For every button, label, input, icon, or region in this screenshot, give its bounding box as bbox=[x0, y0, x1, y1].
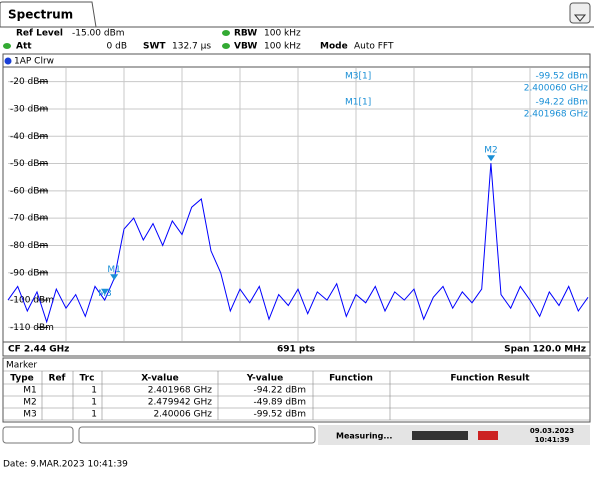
cell-y-value: -94.22 dBm bbox=[253, 386, 306, 396]
span: Span 120.0 MHz bbox=[504, 345, 586, 355]
y-tick-label: -50 dBm bbox=[10, 159, 48, 169]
ref-level: -15.00 dBm bbox=[72, 29, 125, 39]
date-line: Date: 9.MAR.2023 10:41:39 bbox=[3, 460, 128, 470]
marker-label: M3 bbox=[98, 289, 112, 299]
vbw-label: VBW bbox=[234, 42, 257, 52]
plot-frame bbox=[2, 53, 591, 357]
column-header: X-value bbox=[141, 374, 178, 384]
marker bbox=[487, 155, 496, 162]
rbw-indicator bbox=[222, 30, 230, 36]
readout-level: -99.52 dBm bbox=[535, 72, 588, 82]
vbw: 100 kHz bbox=[264, 42, 301, 52]
plot: -20 dBm -30 dBm -40 dBm -50 dBm -60 dBm -70 d… bbox=[7, 68, 589, 341]
center-frequency: CF 2.44 GHz bbox=[8, 345, 69, 355]
marker bbox=[110, 274, 119, 281]
y-tick-label: -70 dBm bbox=[10, 214, 48, 224]
y-tick-label: -90 dBm bbox=[10, 268, 48, 278]
trace bbox=[7, 163, 589, 324]
att: 0 dB bbox=[107, 42, 127, 52]
points: 691 pts bbox=[277, 345, 315, 355]
y-tick-label: -30 dBm bbox=[10, 104, 48, 114]
cell-type: M1 bbox=[23, 386, 37, 396]
y-tick-label: -80 dBm bbox=[10, 241, 48, 251]
att-indicator bbox=[3, 43, 11, 49]
menu-button[interactable] bbox=[569, 2, 591, 24]
cell-trace: 1 bbox=[91, 398, 97, 408]
y-tick-label: -60 dBm bbox=[10, 186, 48, 196]
att-label: Att bbox=[16, 42, 32, 52]
cell-x-value: 2.479942 GHz bbox=[148, 398, 213, 408]
trace-label: 1AP Clrw bbox=[14, 57, 54, 67]
cell-trace: 1 bbox=[91, 410, 97, 420]
vbw-indicator bbox=[222, 43, 230, 49]
readout-freq: 2.400060 GHz bbox=[524, 84, 589, 94]
swt-label: SWT bbox=[143, 42, 166, 52]
readout-marker: M3[1] bbox=[345, 72, 371, 82]
cell-trace: 1 bbox=[91, 386, 97, 396]
column-header: Function bbox=[329, 374, 373, 384]
readout-freq: 2.401968 GHz bbox=[524, 110, 589, 120]
column-header: Type bbox=[10, 374, 33, 384]
ref-level-label: Ref Level bbox=[16, 29, 63, 39]
marker-label: M1 bbox=[107, 265, 121, 275]
cell-type: M3 bbox=[23, 410, 37, 420]
column-header: Y-value bbox=[246, 374, 283, 384]
status-field bbox=[2, 426, 74, 444]
status-date: 09.03.2023 bbox=[530, 427, 574, 435]
marker-label: M2 bbox=[484, 146, 498, 156]
status-field bbox=[78, 426, 316, 444]
readout-level: -94.22 dBm bbox=[535, 98, 588, 108]
status-icon bbox=[478, 431, 498, 440]
cell-x-value: 2.401968 GHz bbox=[148, 386, 213, 396]
cell-type: M2 bbox=[23, 398, 37, 408]
column-header: Ref bbox=[49, 374, 66, 384]
progress-bar bbox=[412, 431, 468, 440]
cell-y-value: -99.52 dBm bbox=[253, 410, 306, 420]
y-tick-label: -110 dBm bbox=[10, 323, 54, 333]
rbw: 100 kHz bbox=[264, 29, 301, 39]
cell-y-value: -49.89 dBm bbox=[253, 398, 306, 408]
status-time: 10:41:39 bbox=[535, 436, 570, 444]
table-grid bbox=[3, 370, 590, 421]
rbw-label: RBW bbox=[234, 29, 257, 39]
y-tick-label: -20 dBm bbox=[10, 77, 48, 87]
marker-table bbox=[2, 357, 591, 423]
table-title: Marker bbox=[6, 361, 37, 371]
column-header: Function Result bbox=[450, 374, 530, 384]
mode-label: Mode bbox=[320, 42, 348, 52]
trace-indicator bbox=[4, 57, 12, 65]
menu-icon bbox=[573, 14, 587, 22]
marker bbox=[100, 288, 109, 295]
measuring: Measuring... bbox=[336, 432, 392, 441]
tab[interactable] bbox=[0, 1, 97, 28]
swt: 132.7 µs bbox=[172, 42, 211, 52]
mode: Auto FFT bbox=[354, 42, 394, 52]
y-tick-label: -100 dBm bbox=[10, 296, 54, 306]
y-tick-label: -40 dBm bbox=[10, 132, 48, 142]
column-header: Trc bbox=[80, 374, 95, 384]
table-rows: M1 1 2.401968 GHz -94.22 dBm M2 1 2.479942 GHz… bbox=[23, 386, 306, 420]
readout-marker: M1[1] bbox=[345, 98, 371, 108]
tab-title: Spectrum bbox=[8, 8, 73, 22]
cell-x-value: 2.40006 GHz bbox=[153, 410, 212, 420]
